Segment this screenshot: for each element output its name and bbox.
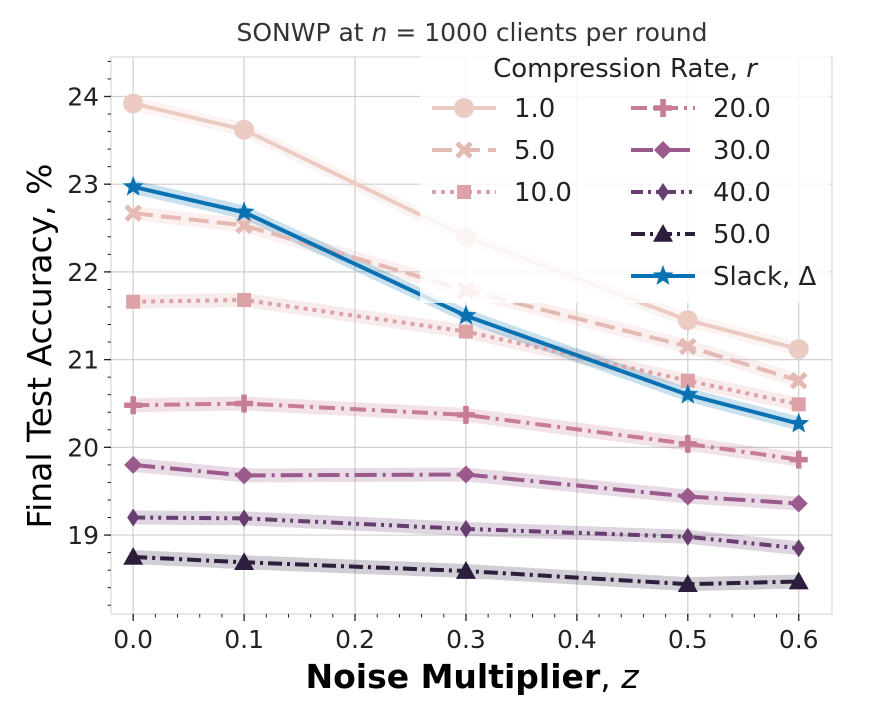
chart-title: SONWP at n = 1000 clients per round [236,18,707,47]
legend-box [420,50,830,303]
data-point [233,201,255,222]
legend-entry: 30.0 [631,136,771,166]
data-point [788,412,810,433]
legend-label: 5.0 [514,136,555,166]
series-band [133,96,799,357]
y-tick-label: 24 [67,82,99,111]
legend-label: 10.0 [514,178,572,208]
data-point [788,339,809,360]
legend-marker [654,141,672,159]
x-tick-label: 0.5 [668,625,708,654]
legend-label: 20.0 [713,94,771,124]
legend-entry: 40.0 [631,178,771,208]
legend-label: Slack, Δ [713,262,817,292]
y-tick-label: 21 [67,346,99,375]
data-point [678,434,697,453]
legend-marker [654,99,672,117]
ticks: 0.0 0.1 0.2 0.3 0.4 0.5 0.6 19 20 21 22 23 24 [67,60,819,654]
x-tick-label: 0.2 [335,625,375,654]
legend-marker [657,183,669,201]
y-tick-label: 23 [67,170,99,199]
x-tick-label: 0.1 [224,625,264,654]
x-tick-label: 0.3 [446,625,486,654]
legend-marker [455,141,473,159]
legend-marker [652,265,674,285]
x-tick-label: 0.0 [113,625,153,654]
data-point [124,204,142,222]
data-point [456,465,475,484]
data-point [122,175,144,196]
legend-entry: 10.0 [432,178,572,208]
data-point [677,310,698,331]
legend: Compression Rate, r 1.0 5.0 10.0 20.0 30.0 40.… [420,50,830,303]
data-point [791,397,806,412]
data-point [124,455,143,474]
x-tick-label: 0.6 [779,625,819,654]
data-point [455,304,477,325]
data-point [234,552,255,571]
legend-label: 1.0 [514,94,555,124]
legend-label: 50.0 [713,220,771,250]
legend-marker [457,185,471,199]
data-point [792,539,805,558]
data-point [235,216,253,235]
legend-entry: 1.0 [432,94,555,124]
x-tick-label: 0.4 [557,625,597,654]
data-point [126,294,141,309]
data-point [123,93,144,114]
y-axis-label: Final Test Accuracy, % [20,163,59,528]
series-band [133,292,799,412]
data-point [235,394,254,413]
data-point [789,371,808,390]
data-point [235,466,254,485]
legend-entry: 50.0 [631,220,771,250]
data-point [127,508,140,527]
y-tick-label: 20 [67,433,99,462]
data-point [680,373,695,388]
data-point [123,546,144,565]
legend-label: 30.0 [713,136,771,166]
legend-marker [454,98,474,118]
data-point [678,487,697,506]
legend-marker [653,224,673,242]
data-point [789,494,808,513]
data-point [458,324,473,339]
legend-entry: 5.0 [432,136,555,166]
data-point [124,396,143,415]
data-point [788,571,809,590]
data-point [456,405,475,424]
data-point [237,292,252,307]
y-tick-label: 19 [67,521,99,550]
data-point [681,527,694,546]
legend-entry: Slack, Δ [631,262,817,292]
legend-title: Compression Rate, r [493,54,759,84]
y-tick-label: 22 [67,258,99,287]
data-point [459,519,472,538]
legend-label: 40.0 [713,178,771,208]
data-point [238,509,251,528]
data-point [677,574,698,592]
data-point [455,561,476,579]
data-point [677,383,699,404]
series-band [133,457,799,511]
x-axis-label: Noise Multiplier, z [305,657,639,696]
legend-entry: 20.0 [631,94,771,124]
data-point [789,450,808,469]
data-point [234,119,255,140]
data-point [679,337,697,356]
